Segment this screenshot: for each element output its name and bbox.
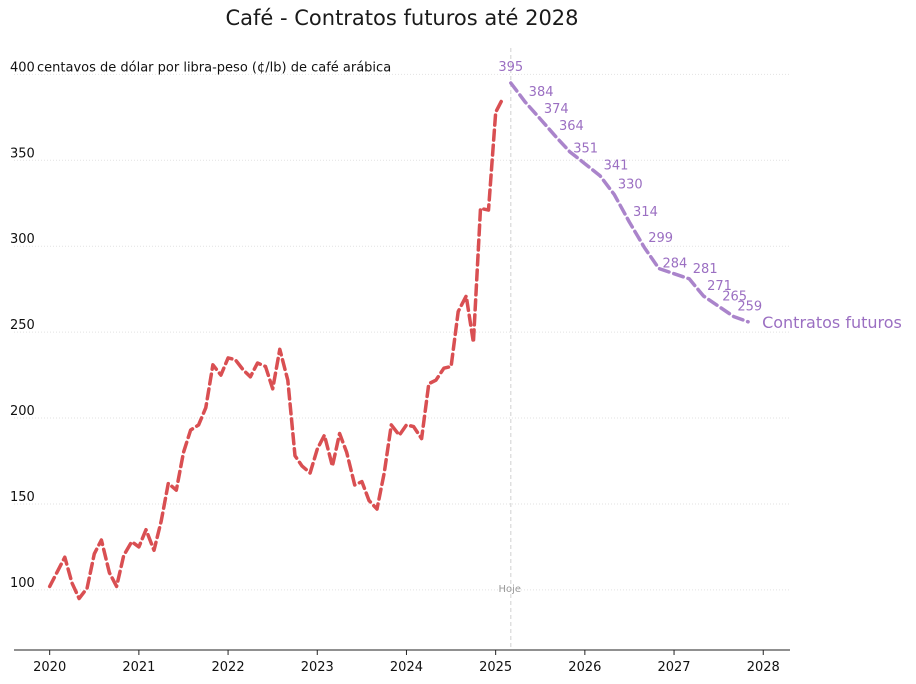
futures-data-label: 281 (693, 262, 718, 277)
y-tick-label: 200 (10, 404, 35, 419)
y-tick-label: 350 (10, 146, 35, 161)
futures-data-label: 271 (707, 279, 732, 294)
x-tick-label: 2026 (568, 660, 601, 675)
grid-lines (14, 73, 790, 591)
y-tick-label: 100 (10, 576, 35, 591)
futures-data-label: 265 (722, 289, 747, 304)
futures-data-labels: 395 384 374 364 351 341 330 314 299 284 281 2712652… (498, 60, 762, 315)
x-tick-label: 2028 (747, 660, 780, 675)
futures-data-label: 299 (648, 231, 673, 246)
futures-data-label: 395 (498, 60, 523, 75)
y-tick-label: 150 (10, 490, 35, 505)
futures-data-label: 364 (559, 119, 584, 134)
y-tick-label: 300 (10, 232, 35, 247)
futures-price-line (509, 81, 750, 324)
futures-data-label: 314 (633, 205, 658, 220)
chart-title: Café - Contratos futuros até 2028 (225, 6, 578, 30)
today-label: Hoje (499, 584, 522, 595)
x-tick-label: 2023 (301, 660, 334, 675)
futures-series-label: Contratos futuros (762, 313, 902, 332)
y-tick-label: 400 (10, 60, 35, 75)
y-axis-label: centavos de dólar por libra-peso (¢/lb) … (37, 60, 391, 75)
x-tick-label: 2024 (390, 660, 423, 675)
futures-data-label: 330 (618, 178, 643, 193)
x-tick-label: 2022 (212, 660, 245, 675)
x-tick-label: 2027 (657, 660, 690, 675)
x-tick-label: 2020 (33, 660, 66, 675)
historical-price-line (47, 96, 505, 601)
futures-data-label: 341 (604, 159, 629, 174)
x-axis-ticks: 2020 2021 2022 2023 2024 2025 2026 2027 2028 (33, 650, 780, 675)
futures-data-label: 259 (737, 300, 762, 315)
y-axis-ticks: 100 150 200 250 300 350 400 (10, 60, 35, 590)
futures-data-label: 384 (529, 85, 554, 100)
futures-data-label: 351 (573, 142, 598, 157)
y-tick-label: 250 (10, 318, 35, 333)
futures-data-label: 284 (662, 257, 687, 272)
x-tick-label: 2025 (479, 660, 512, 675)
futures-data-label: 374 (544, 102, 569, 117)
x-tick-label: 2021 (122, 660, 155, 675)
